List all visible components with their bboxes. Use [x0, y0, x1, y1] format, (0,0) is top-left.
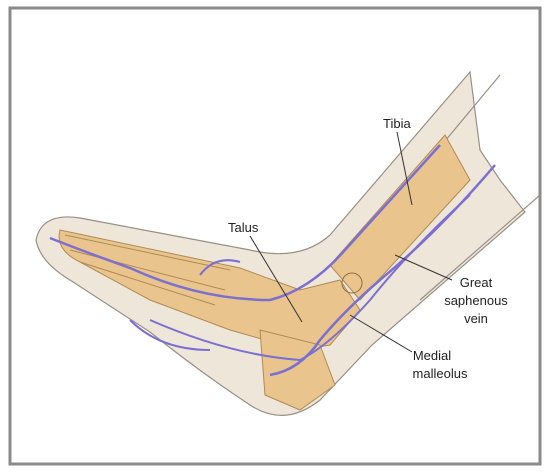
leader-lines — [249, 131, 453, 353]
label-tibia: Tibia — [383, 116, 411, 131]
label-line: Medial — [413, 348, 451, 363]
label-line: Great — [460, 275, 493, 290]
label-talus: Talus — [228, 220, 259, 235]
label-line: saphenous — [444, 293, 508, 308]
label-line: vein — [464, 311, 488, 326]
label-line: malleolus — [413, 366, 468, 381]
